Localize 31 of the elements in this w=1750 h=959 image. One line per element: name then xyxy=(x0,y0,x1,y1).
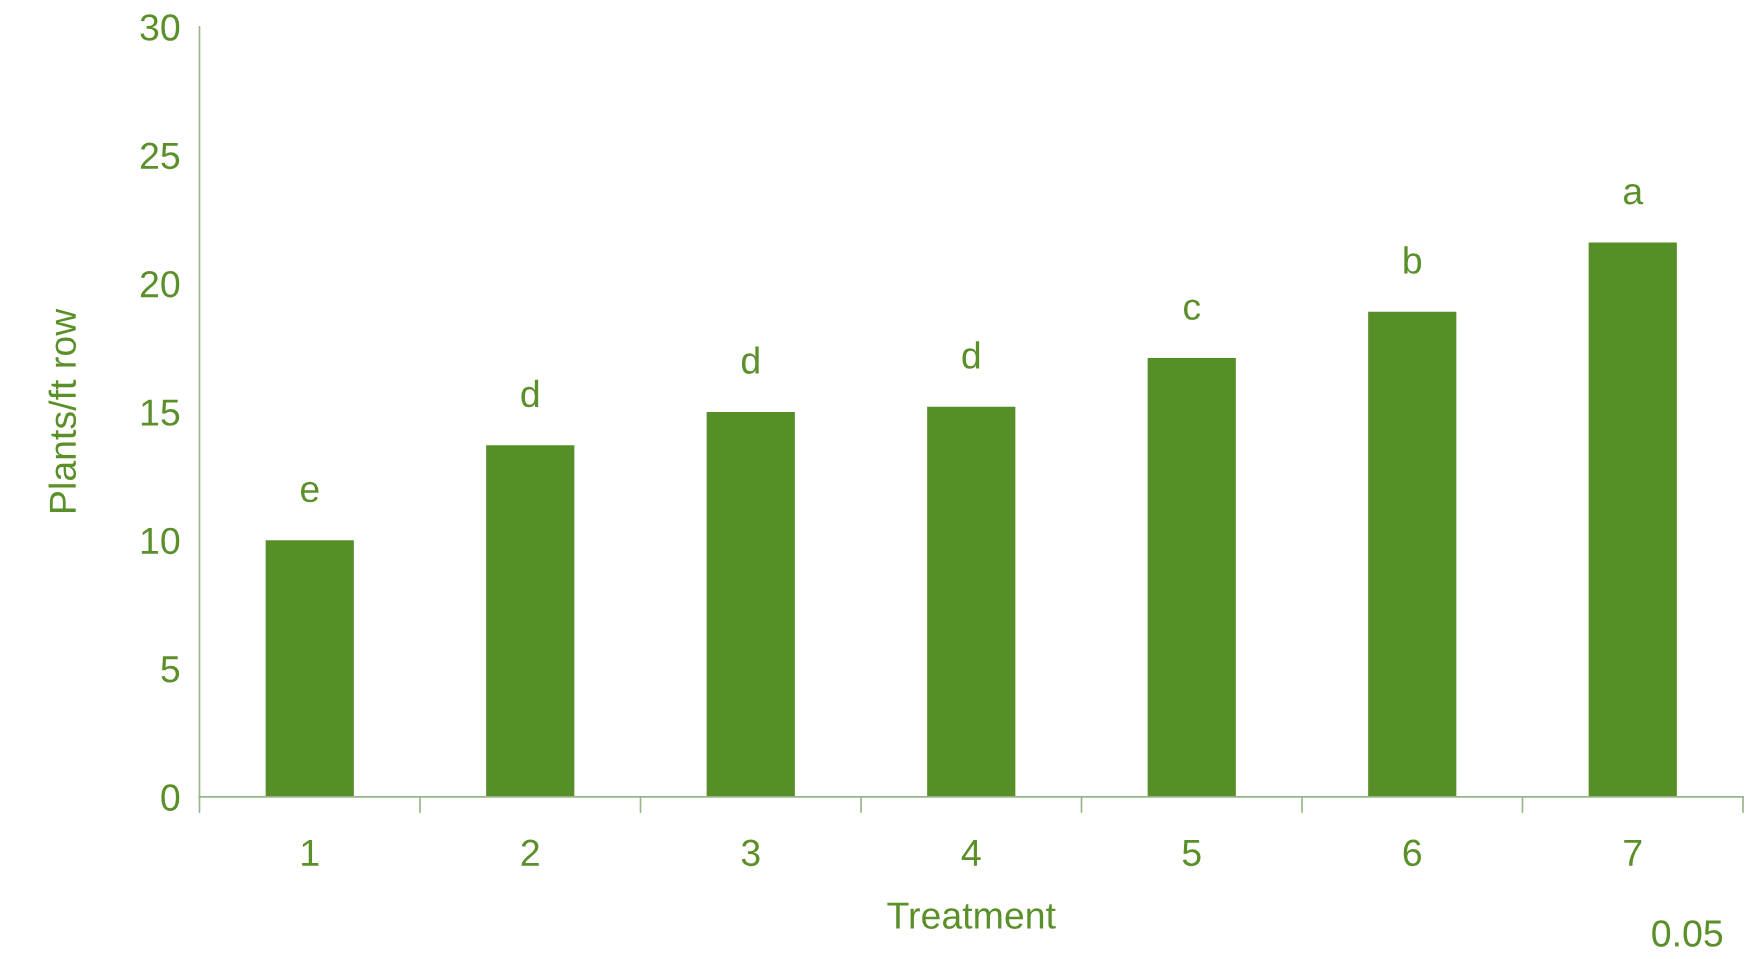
bar xyxy=(1588,242,1677,797)
y-tick-label: 30 xyxy=(140,14,180,41)
annotation: c xyxy=(1183,299,1201,321)
bar xyxy=(486,445,575,797)
annotation: e xyxy=(300,481,319,503)
annotation: b xyxy=(1404,246,1422,274)
x-tick-label: 2 xyxy=(521,839,539,866)
bar xyxy=(1368,311,1457,797)
x-tick-label: 4 xyxy=(961,839,981,866)
y-axis-title: Plants/ft row xyxy=(48,308,77,512)
bar xyxy=(1147,357,1236,797)
x-tick-label: 3 xyxy=(741,839,760,867)
y-tick-label: 0 xyxy=(161,784,180,811)
x-axis-title: Treatment xyxy=(887,902,1056,929)
text: 0.05 xyxy=(1652,920,1723,947)
y-tick-label: 5 xyxy=(161,656,180,683)
annotation: a xyxy=(1623,183,1644,205)
y-tick-label: 10 xyxy=(141,527,180,555)
annotation: d xyxy=(962,341,980,369)
x-tick-label: 7 xyxy=(1624,839,1642,866)
y-tick-label: 15 xyxy=(141,399,180,426)
x-tick-label: 1 xyxy=(302,839,319,866)
bar xyxy=(927,406,1016,797)
annotation: d xyxy=(741,346,759,374)
y-tick-label: 20 xyxy=(140,270,180,298)
annotation: d xyxy=(521,379,539,408)
x-tick-label: 5 xyxy=(1182,839,1201,867)
bar xyxy=(265,540,354,797)
bar xyxy=(706,411,795,797)
y-tick-label: 25 xyxy=(140,142,180,170)
x-tick-label: 6 xyxy=(1403,839,1422,867)
